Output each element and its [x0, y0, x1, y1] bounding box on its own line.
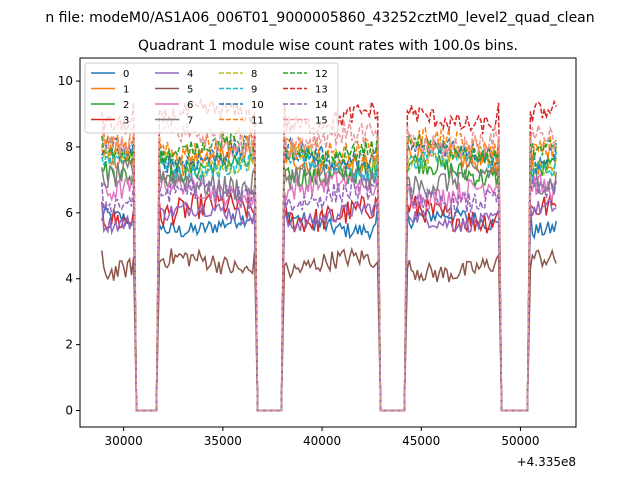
legend-label-8: 8 [251, 69, 257, 80]
series-line-6 [101, 169, 557, 412]
series-line-8 [101, 143, 557, 412]
legend-label-12: 12 [315, 69, 328, 80]
y-tick-label: 8 [65, 140, 73, 154]
y-tick-label: 6 [65, 206, 73, 220]
y-tick-label: 0 [65, 404, 73, 418]
x-tick-label: 40000 [303, 434, 341, 448]
legend-label-3: 3 [123, 116, 129, 127]
legend-label-13: 13 [315, 85, 328, 96]
series-line-14 [101, 175, 557, 412]
legend-label-6: 6 [187, 100, 193, 111]
y-tick-label: 2 [65, 338, 73, 352]
legend-label-10: 10 [251, 100, 264, 111]
legend-label-11: 11 [251, 116, 264, 127]
y-tick-label: 4 [65, 272, 73, 286]
series-line-7 [101, 157, 557, 412]
legend-box [84, 62, 339, 134]
axes-layer: 30000 35000 40000 45000 50000 0 2 4 6 8 10 [58, 74, 540, 448]
chart-title: Quadrant 1 module wise count rates with … [138, 38, 518, 54]
plot-frame [79, 57, 577, 428]
chart-suptitle: n file: modeM0/AS1A06_006T01_9000005860_… [45, 10, 594, 26]
x-tick-label: 45000 [402, 434, 440, 448]
legend-label-4: 4 [187, 69, 193, 80]
legend-label-14: 14 [315, 100, 328, 111]
series-line-5 [101, 246, 557, 412]
y-tick-label: 10 [58, 74, 73, 88]
x-tick-label: 50000 [501, 434, 539, 448]
legend-label-9: 9 [251, 85, 257, 96]
legend-label-0: 0 [123, 69, 129, 80]
series-line-4 [101, 199, 557, 412]
x-tick-label: 30000 [105, 434, 143, 448]
series-line-0 [101, 204, 557, 412]
x-tick-label: 35000 [204, 434, 242, 448]
series-line-15 [101, 118, 557, 412]
legend-label-7: 7 [187, 116, 193, 127]
legend-label-15: 15 [315, 116, 328, 127]
legend-label-1: 1 [123, 85, 129, 96]
x-offset-label: +4.335e8 [517, 455, 576, 469]
series-layer [101, 97, 557, 412]
legend-label-2: 2 [123, 100, 129, 111]
series-line-3 [101, 190, 557, 412]
series-line-12 [101, 132, 557, 412]
legend-label-5: 5 [187, 85, 193, 96]
